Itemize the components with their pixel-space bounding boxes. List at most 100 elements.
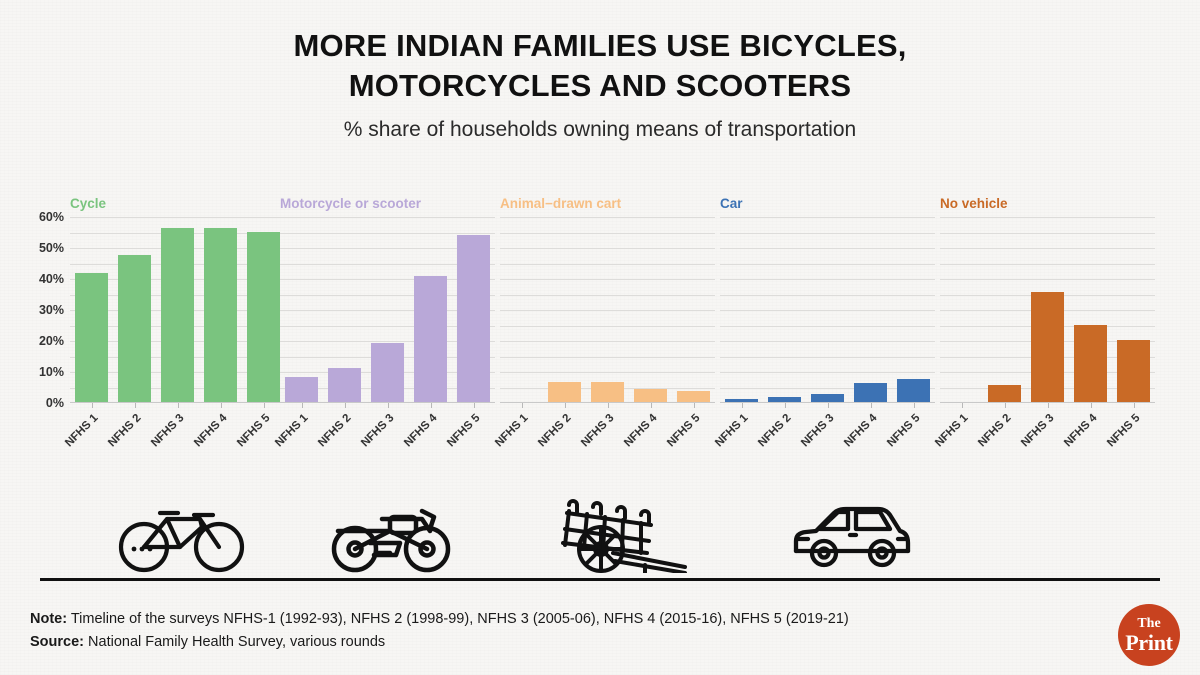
x-axis-tick: NFHS 5 [235,403,285,463]
bar-slot [720,217,763,402]
x-axis-tick: NFHS 3 [1019,403,1069,463]
gridlines [720,217,935,402]
gridline [500,263,715,265]
gridline [500,341,715,342]
gridline [940,263,1155,265]
x-axis-tick: NFHS 3 [359,403,409,463]
tick-mark [564,403,566,408]
x-axis: NFHS 1 NFHS 2 NFHS 3 NFHS 4 NFHS 5 [273,403,495,463]
x-axis-tick: NFHS 1 [273,403,323,463]
bar-slot [280,217,323,402]
panel-title: Cycle [70,196,107,211]
bar-slot [983,217,1026,402]
gridline [720,232,935,234]
gridline [70,217,285,218]
plot-area [500,217,715,403]
tick-mark [607,403,609,408]
gridline [500,232,715,234]
gridline [280,217,495,218]
bar [897,378,930,402]
x-axis-tick: NFHS 2 [106,403,156,463]
y-axis: 0% 10% 20% 30% 40% 50% 60% [30,210,68,410]
logo-line-2: Print [1125,629,1173,655]
panel-title: Animal−drawn cart [500,196,622,211]
bar-slot [199,217,242,402]
tick-mark [473,403,475,408]
note-label: Note: [30,611,68,627]
note-row: Note: Timeline of the surveys NFHS-1 (19… [30,608,849,631]
bar [634,388,667,402]
source-label: Source: [30,634,84,651]
gridline [720,341,935,342]
x-axis: NFHS 1 NFHS 2 NFHS 3 NFHS 4 NFHS 5 [713,403,935,463]
theprint-logo: The Print [1118,604,1180,666]
tick-mark [1004,403,1006,408]
plot-area [70,217,285,403]
transport-icons-row [0,498,1200,578]
bar-group [720,217,935,402]
bar-group [500,217,715,402]
x-axis-tick-label: NFHS 1 [62,412,100,450]
x-axis-tick: NFHS 4 [192,403,242,463]
tick-mark [827,403,829,408]
tick-mark [387,403,389,408]
tick-mark [301,403,303,408]
gridline [720,310,935,311]
gridline [720,263,935,265]
tick-mark [1133,403,1135,408]
tick-mark [650,403,652,408]
y-axis-tick-label: 20% [38,334,64,348]
bar-slot [156,217,199,402]
bar-slot [1112,217,1155,402]
x-axis-tick: NFHS 1 [493,403,543,463]
gridline [940,279,1155,280]
y-axis-tick-label: 0% [45,396,64,410]
bar-slot [113,217,156,402]
gridline [280,310,495,311]
x-axis-tick: NFHS 3 [579,403,629,463]
bar [591,382,624,402]
bar [285,377,318,402]
bar [247,231,280,402]
bar [328,367,361,402]
bar-slot [849,217,892,402]
y-axis-tick-label: 50% [38,241,64,255]
x-axis: NFHS 1 NFHS 2 NFHS 3 NFHS 4 NFHS 5 [493,403,715,463]
bar-slot [672,217,715,402]
x-axis-tick: NFHS 4 [1062,403,1112,463]
gridline [720,217,935,218]
tick-mark [784,403,786,408]
x-axis: NFHS 1 NFHS 2 NFHS 3 NFHS 4 NFHS 5 [933,403,1155,463]
x-axis-tick: NFHS 4 [622,403,672,463]
bar-group [70,217,285,402]
gridline [280,341,495,342]
x-axis-tick: NFHS 1 [63,403,113,463]
panel-title: Car [720,196,743,211]
car-icon [786,499,916,578]
gridline [720,294,935,296]
tick-mark [870,403,872,408]
tick-mark [1047,403,1049,408]
bar-group [280,217,495,402]
logo-line-1: The [1137,615,1161,631]
header: MORE INDIAN FAMILIES USE BICYCLES, MOTOR… [0,0,1200,142]
x-axis-tick-label: NFHS 1 [932,412,970,450]
plot-area [280,217,495,403]
tick-mark [344,403,346,408]
chart-panel-car: Car NFHS 1 NFHS 2 NFHS 3 NFHS 4 NFHS 5 [713,196,935,481]
bar [677,390,710,402]
motorcycle-icon [330,497,452,578]
tick-mark [220,403,222,408]
bar-slot [586,217,629,402]
y-axis-tick-label: 30% [38,303,64,317]
gridline [720,279,935,280]
x-axis-tick-label: NFHS 1 [492,412,530,450]
animal-drawn-cart-icon [553,495,693,578]
bar-slot [629,217,672,402]
bar [457,234,490,402]
bar [414,276,447,402]
y-axis-tick-label: 40% [38,272,64,286]
gridline [500,356,715,358]
bar-slot [940,217,983,402]
gridline [500,217,715,218]
